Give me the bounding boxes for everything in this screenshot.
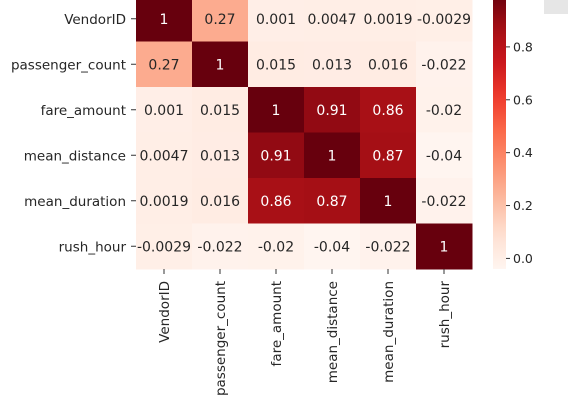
cell-value-label: 0.015: [200, 103, 240, 119]
heatmap-cell: [192, 223, 249, 270]
cell-value-label: -0.0029: [137, 239, 191, 255]
heatmap-cell: [192, 0, 249, 42]
colorbar-tick-label: 0.6: [513, 92, 533, 107]
cell-value-label: 0.0047: [140, 148, 189, 164]
column-tick-label: mean_duration: [381, 281, 397, 383]
cell-value-label: 0.016: [200, 194, 240, 210]
heatmap-cell: [360, 132, 417, 179]
cell-value-label: 1: [216, 57, 225, 73]
cell-value-label: 0.001: [144, 103, 184, 119]
row-tick-label: VendorID: [64, 12, 126, 28]
heatmap-cell: [192, 132, 249, 179]
heatmap-cell: [360, 87, 417, 133]
cell-value-label: 0.0019: [364, 12, 413, 28]
heatmap-cell: [360, 223, 417, 270]
cell-value-label: 1: [272, 103, 281, 119]
colorbar-tick-label: 0.4: [513, 145, 533, 160]
heatmap-cell: [360, 0, 417, 42]
column-tick-label: passenger_count: [213, 281, 229, 396]
heatmap-cell: [416, 41, 473, 88]
cell-value-label: 0.013: [200, 148, 240, 164]
heatmap-cell: [248, 87, 305, 133]
cell-value-label: -0.022: [365, 239, 410, 255]
cell-value-label: -0.04: [426, 148, 462, 164]
cell-value-label: -0.022: [421, 194, 466, 210]
cell-value-label: -0.0029: [417, 12, 471, 28]
heatmap-cell: [136, 223, 193, 270]
cell-value-label: 0.016: [368, 57, 408, 73]
cell-value-label: 0.91: [316, 103, 347, 119]
heatmap-cell: [192, 87, 249, 133]
heatmap-cell: [248, 178, 305, 224]
heatmap-cell: [248, 132, 305, 179]
row-tick-label: mean_distance: [24, 148, 126, 164]
heatmap-cell: [136, 132, 193, 179]
heatmap-cell: [248, 41, 305, 88]
heatmap-cell: [192, 178, 249, 224]
cell-value-label: 1: [384, 194, 393, 210]
cell-value-label: -0.022: [197, 239, 242, 255]
heatmap-cell: [416, 0, 473, 42]
column-tick-label: fare_amount: [269, 281, 285, 366]
heatmap-cell: [304, 132, 361, 179]
cell-value-label: 1: [328, 148, 337, 164]
row-tick-label: passenger_count: [11, 57, 126, 73]
cell-value-label: 0.91: [260, 148, 291, 164]
heatmap-cell: [304, 41, 361, 88]
cell-value-label: 0.86: [260, 194, 291, 210]
heatmap-cell: [304, 178, 361, 224]
heatmap-cell: [192, 41, 249, 88]
heatmap-cell: [416, 223, 473, 270]
cell-value-label: 1: [440, 239, 449, 255]
heatmap-cells: [136, 0, 473, 270]
colorbar-tick-label: 1.0: [513, 0, 533, 2]
colorbar-tick-label: 0.8: [513, 39, 533, 54]
heatmap-cell: [136, 0, 193, 42]
heatmap-cell: [416, 132, 473, 179]
cell-value-label: 0.87: [372, 148, 403, 164]
colorbar-tick-label: 0.2: [513, 198, 533, 213]
heatmap-cell: [248, 223, 305, 270]
cell-value-label: -0.022: [421, 57, 466, 73]
row-tick-label: fare_amount: [41, 103, 126, 119]
heatmap-cell: [136, 41, 193, 88]
heatmap-cell: [360, 178, 417, 224]
cell-value-label: 0.013: [312, 57, 352, 73]
cell-value-label: 0.0047: [308, 12, 357, 28]
cell-value-label: 0.001: [256, 12, 296, 28]
column-tick-label: VendorID: [157, 281, 173, 343]
column-tick-label: rush_hour: [437, 281, 453, 349]
row-tick-labels: VendorID passenger_count fare_amount mean_d…: [11, 12, 136, 255]
row-tick-label: rush_hour: [59, 239, 127, 255]
cell-value-label: -0.02: [258, 239, 294, 255]
cell-value-label: -0.04: [314, 239, 350, 255]
colorbar-tick-label: 0.0: [513, 251, 533, 266]
column-tick-label: mean_distance: [325, 281, 341, 383]
heatmap-cell: [304, 0, 361, 42]
colorbar-gradient: [493, 0, 506, 269]
heatmap-cell: [360, 41, 417, 88]
cell-value-label: 1: [160, 12, 169, 28]
cell-value-label: 0.86: [372, 103, 403, 119]
heatmap-cell: [136, 178, 193, 224]
heatmap-cell: [304, 87, 361, 133]
heatmap-cell: [304, 223, 361, 270]
heatmap-cell: [416, 87, 473, 133]
cell-value-label: 0.015: [256, 57, 296, 73]
cell-value-label: -0.02: [426, 103, 462, 119]
cell-value-label: 0.87: [316, 194, 347, 210]
row-tick-label: mean_duration: [24, 194, 126, 210]
cell-value-label: 0.27: [204, 12, 235, 28]
window-edge-artifact: [544, 0, 568, 14]
column-tick-labels: VendorID passenger_count fare_amount mean_d…: [157, 269, 453, 396]
heatmap-cell: [416, 178, 473, 224]
cell-value-label: 0.27: [148, 57, 179, 73]
colorbar-ticks: 1.0 0.8 0.6 0.4 0.2 0.0: [506, 0, 533, 266]
heatmap-cell: [136, 87, 193, 133]
cell-value-label: 0.0019: [140, 194, 189, 210]
colorbar: [493, 0, 506, 269]
heatmap-cell: [248, 0, 305, 42]
